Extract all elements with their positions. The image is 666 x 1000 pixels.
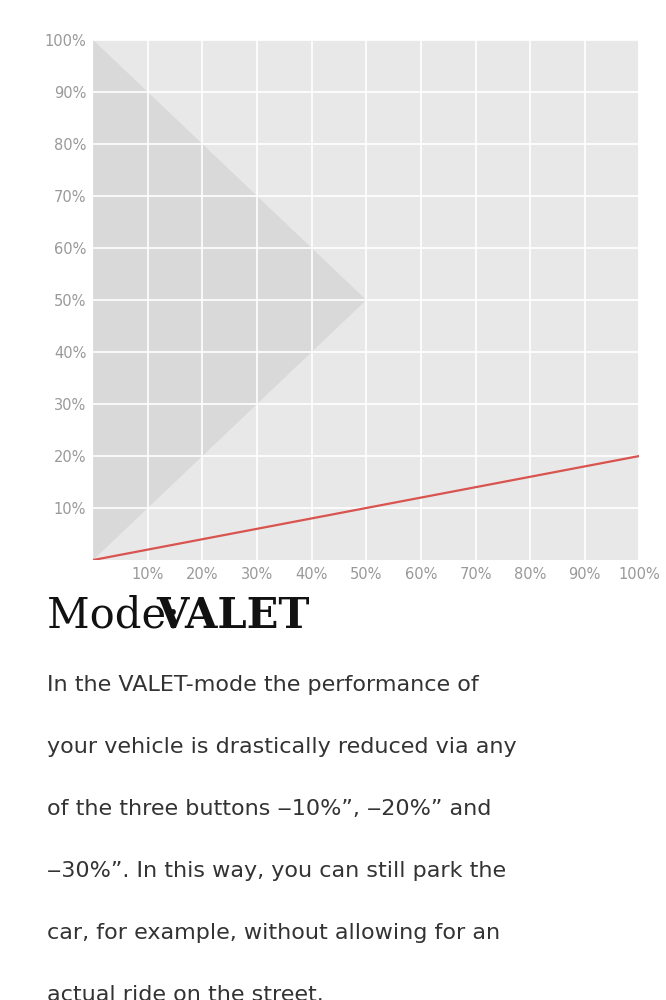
Text: Mode:: Mode: xyxy=(47,595,193,637)
Text: of the three buttons ‒10%”, ‒20%” and: of the three buttons ‒10%”, ‒20%” and xyxy=(47,799,491,819)
Text: ‒30%”. In this way, you can still park the: ‒30%”. In this way, you can still park t… xyxy=(47,861,505,881)
Polygon shape xyxy=(93,40,366,560)
Text: car, for example, without allowing for an: car, for example, without allowing for a… xyxy=(47,923,499,943)
Text: actual ride on the street.: actual ride on the street. xyxy=(47,985,324,1000)
Text: your vehicle is drastically reduced via any: your vehicle is drastically reduced via … xyxy=(47,737,516,757)
Text: VALET: VALET xyxy=(157,595,310,637)
Text: In the VALET-mode the performance of: In the VALET-mode the performance of xyxy=(47,675,478,695)
